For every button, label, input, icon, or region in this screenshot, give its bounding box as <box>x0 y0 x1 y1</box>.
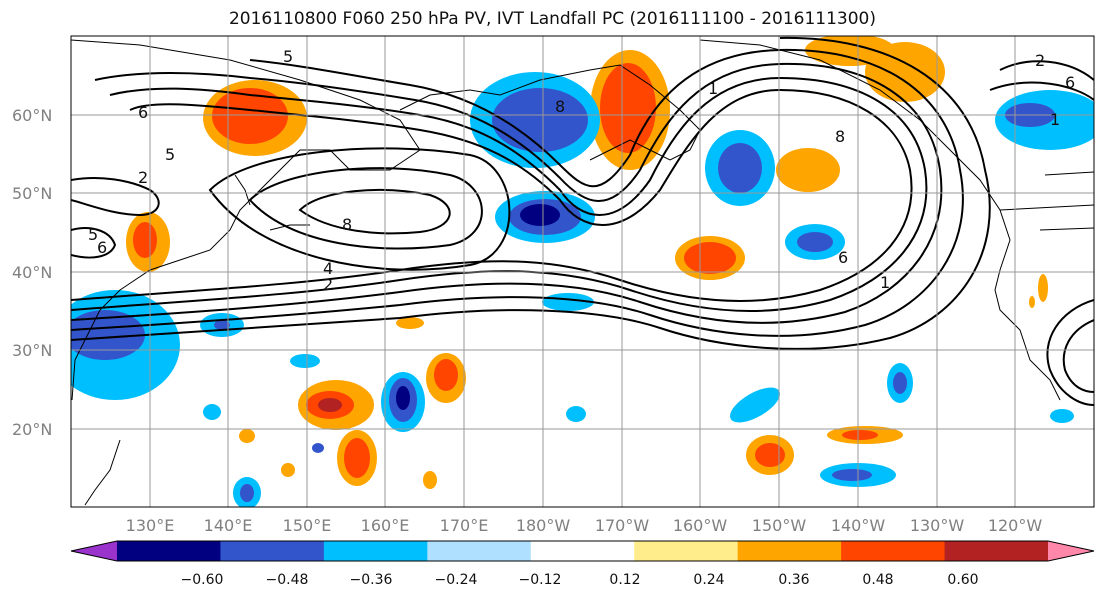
colorbar-tick: 0.24 <box>693 572 724 588</box>
colorbar-tick: −0.36 <box>350 572 393 588</box>
contour-label: 6 <box>838 248 848 267</box>
contour-label: 6 <box>138 103 148 122</box>
lon-label: 150°W <box>752 516 807 535</box>
lon-label: 140°W <box>831 516 886 535</box>
lon-label: 150°E <box>283 516 332 535</box>
contour-label: 5 <box>165 145 175 164</box>
colorbar-segment <box>944 541 1049 561</box>
contour-label: 6 <box>1065 73 1075 92</box>
lat-label: 50°N <box>12 184 52 203</box>
contour-label: 1 <box>1050 110 1060 129</box>
colorbar-tick: −0.48 <box>266 572 309 588</box>
lon-label: 160°E <box>361 516 410 535</box>
contour-label: 1 <box>880 273 890 292</box>
colorbar-tick: −0.12 <box>519 572 562 588</box>
colorbar-tick: −0.24 <box>435 572 478 588</box>
lon-label: 140°E <box>204 516 253 535</box>
colorbar-tick: 0.12 <box>609 572 640 588</box>
colorbar-tick: 0.36 <box>778 572 809 588</box>
contour-label: 5 <box>283 47 293 66</box>
colorbar-segment <box>530 541 635 561</box>
colorbar-segment <box>323 541 428 561</box>
lon-label: 130°W <box>910 516 965 535</box>
contour-label: 5 <box>88 225 98 244</box>
contour-label: 4 <box>323 259 333 278</box>
contour-labels: 5 6 5 2 8 5 6 8 4 2 8 1 6 1 1 6 2 <box>88 47 1075 294</box>
colorbar-segment <box>117 541 221 561</box>
colorbar: −0.60 −0.48 −0.36 −0.24 −0.12 0.12 0.24 … <box>70 540 1095 588</box>
contour-label: 2 <box>1035 51 1045 70</box>
colorbar-segments <box>117 541 1049 561</box>
colorbar-tick: −0.60 <box>181 572 224 588</box>
colorbar-max-extend <box>1048 541 1094 561</box>
shaded-anomalies <box>71 36 1094 507</box>
contour-label: 8 <box>835 127 845 146</box>
lat-label: 40°N <box>12 263 52 282</box>
colorbar-segment <box>427 541 532 561</box>
contour-label: 6 <box>97 238 107 257</box>
map-frame <box>70 35 1095 508</box>
contour-label: 2 <box>138 168 148 187</box>
map-title: 2016110800 F060 250 hPa PV, IVT Landfall… <box>228 9 876 29</box>
lat-label: 20°N <box>12 420 52 439</box>
colorbar-segment <box>841 541 946 561</box>
colorbar-outline <box>70 540 1095 562</box>
colorbar-min-extend <box>71 541 117 561</box>
colorbar-segment <box>220 541 325 561</box>
contour-label: 8 <box>342 215 352 234</box>
lon-label: 170°W <box>595 516 650 535</box>
contour-label: 8 <box>555 97 565 116</box>
lon-label: 160°W <box>673 516 728 535</box>
colorbar-tick: 0.60 <box>947 572 978 588</box>
lat-label: 60°N <box>12 106 52 125</box>
lat-label: 30°N <box>12 341 52 360</box>
lon-label: 170°E <box>440 516 489 535</box>
contour-label: 1 <box>708 79 718 98</box>
latitude-labels: 60°N 50°N 40°N 30°N 20°N <box>12 106 52 439</box>
colorbar-segment <box>634 541 739 561</box>
lon-label: 130°E <box>126 516 175 535</box>
colorbar-segment <box>737 541 842 561</box>
lon-label: 120°W <box>988 516 1043 535</box>
lon-label: 180°W <box>516 516 571 535</box>
colorbar-tick: 0.48 <box>862 572 893 588</box>
contour-label: 2 <box>323 275 333 294</box>
colorbar-ticks: −0.60 −0.48 −0.36 −0.24 −0.12 0.12 0.24 … <box>181 572 979 588</box>
graticule <box>71 36 1094 507</box>
longitude-labels: 130°E 140°E 150°E 160°E 170°E 180°W 170°… <box>126 516 1043 535</box>
